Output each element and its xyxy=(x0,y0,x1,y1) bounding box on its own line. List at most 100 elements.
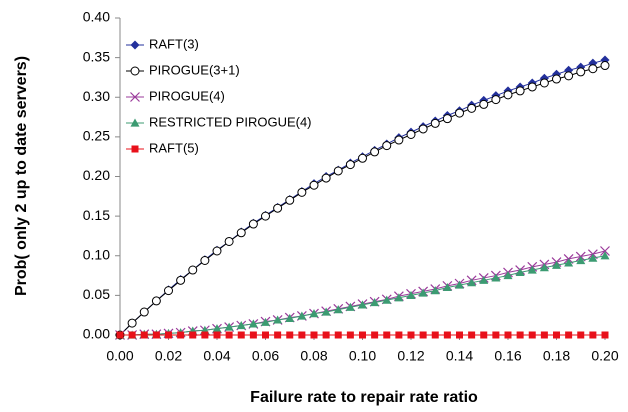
marker xyxy=(539,263,549,272)
marker xyxy=(406,129,416,139)
x-tick-label: 0.00 xyxy=(106,348,133,364)
marker xyxy=(552,260,561,269)
marker xyxy=(479,99,489,109)
marker xyxy=(310,331,318,339)
marker xyxy=(504,331,512,339)
series-line xyxy=(119,65,606,336)
y-tick-label: 0.05 xyxy=(83,286,110,302)
marker xyxy=(600,251,610,260)
marker xyxy=(165,331,172,339)
legend-label: PIROGUE(3+1) xyxy=(149,62,240,77)
marker xyxy=(224,322,234,331)
marker xyxy=(576,67,586,77)
marker xyxy=(261,317,270,326)
marker xyxy=(131,145,139,153)
marker xyxy=(515,267,525,276)
marker xyxy=(358,300,367,309)
marker xyxy=(480,331,488,339)
marker xyxy=(516,331,524,339)
marker xyxy=(491,273,501,282)
marker xyxy=(225,331,233,339)
marker xyxy=(177,331,185,339)
marker xyxy=(321,307,331,316)
marker xyxy=(273,315,283,324)
marker xyxy=(443,331,451,339)
marker xyxy=(455,280,464,289)
marker xyxy=(418,288,428,297)
marker xyxy=(130,66,140,76)
marker xyxy=(285,313,295,322)
y-tick-label: 0.30 xyxy=(83,88,110,104)
marker xyxy=(564,258,574,267)
marker xyxy=(321,173,331,183)
marker xyxy=(212,246,222,256)
marker xyxy=(565,331,573,339)
marker xyxy=(442,114,452,124)
marker xyxy=(128,331,136,339)
x-tick-label: 0.08 xyxy=(300,348,327,364)
marker xyxy=(213,331,221,339)
marker xyxy=(127,318,137,328)
marker xyxy=(358,153,367,163)
marker xyxy=(588,64,598,74)
x-axis-title: Failure rate to repair rate ratio xyxy=(250,389,478,406)
marker xyxy=(528,331,536,339)
marker xyxy=(442,282,452,292)
marker xyxy=(395,331,403,339)
marker xyxy=(130,40,140,50)
marker xyxy=(468,331,476,339)
marker xyxy=(371,331,379,339)
marker xyxy=(430,118,440,128)
marker xyxy=(383,331,391,339)
marker xyxy=(273,203,283,213)
marker xyxy=(297,311,307,320)
legend: RAFT(3) PIROGUE(3+1) PIROGUE(4) RESTRICTED … xyxy=(126,36,312,155)
marker xyxy=(345,160,355,170)
marker xyxy=(286,331,294,339)
marker xyxy=(297,187,307,197)
y-tick-label: 0.25 xyxy=(83,128,110,144)
marker xyxy=(515,86,525,96)
series xyxy=(115,61,610,340)
marker xyxy=(140,331,148,339)
marker xyxy=(491,95,501,105)
marker xyxy=(298,331,306,339)
marker xyxy=(274,331,282,339)
marker xyxy=(345,302,355,311)
marker xyxy=(224,236,234,246)
marker xyxy=(600,246,610,256)
marker xyxy=(407,331,415,339)
legend-label: RAFT(3) xyxy=(149,36,199,51)
y-tick-label: 0.35 xyxy=(83,48,110,64)
marker xyxy=(116,331,124,339)
marker xyxy=(418,124,428,134)
marker xyxy=(333,166,343,176)
marker xyxy=(503,90,513,100)
marker xyxy=(492,331,500,339)
marker xyxy=(139,307,149,317)
marker xyxy=(189,331,197,339)
marker xyxy=(553,331,560,339)
marker xyxy=(455,108,464,118)
marker xyxy=(430,286,440,295)
marker xyxy=(600,55,610,65)
marker xyxy=(346,331,354,339)
marker xyxy=(588,253,598,262)
x-tick-label: 0.04 xyxy=(203,348,230,364)
marker xyxy=(359,331,366,339)
legend-label: RAFT(5) xyxy=(149,140,199,155)
marker xyxy=(188,265,198,275)
x-tick-label: 0.16 xyxy=(494,348,521,364)
marker xyxy=(237,331,245,339)
marker xyxy=(285,195,295,205)
marker xyxy=(394,135,404,145)
marker xyxy=(164,286,173,296)
x-tick-label: 0.12 xyxy=(397,348,424,364)
marker xyxy=(503,271,513,280)
y-tick-label: 0.10 xyxy=(83,246,110,262)
legend-label: RESTRICTED PIROGUE(4) xyxy=(149,114,312,129)
marker xyxy=(200,256,210,266)
x-tick-label: 0.14 xyxy=(446,348,473,364)
marker xyxy=(201,331,209,339)
